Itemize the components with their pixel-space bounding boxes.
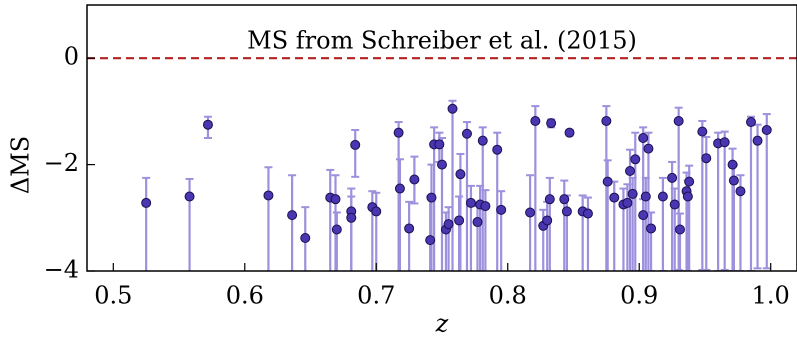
data-point xyxy=(447,103,458,114)
data-point xyxy=(640,191,651,202)
y-tick-label: 0 xyxy=(64,43,79,71)
data-point xyxy=(184,191,195,202)
data-point xyxy=(461,128,472,139)
data-point xyxy=(674,224,685,235)
data-point xyxy=(719,137,730,148)
data-point xyxy=(472,217,483,228)
data-point xyxy=(263,190,274,201)
data-point xyxy=(673,115,684,126)
x-tick-label: 0.8 xyxy=(489,282,527,310)
y-tick-label: −4 xyxy=(44,256,79,284)
data-point xyxy=(728,175,739,186)
axes-frame xyxy=(86,4,797,272)
data-point xyxy=(745,117,756,128)
data-point xyxy=(559,194,570,205)
y-axis-label: ΔMS xyxy=(7,136,35,194)
data-point xyxy=(394,183,405,194)
data-point xyxy=(434,139,445,150)
data-point xyxy=(492,144,503,155)
data-point xyxy=(544,194,555,205)
data-point xyxy=(530,115,541,126)
data-point xyxy=(622,197,633,208)
data-point xyxy=(697,126,708,137)
x-tick-label: 1.0 xyxy=(752,282,790,310)
x-tick-label: 0.9 xyxy=(620,282,658,310)
data-point xyxy=(409,174,420,185)
x-tick-label: 0.7 xyxy=(357,282,395,310)
y-tick-label: −2 xyxy=(44,149,79,177)
data-point xyxy=(331,224,342,235)
data-point xyxy=(684,176,695,187)
data-point xyxy=(669,199,680,210)
data-point xyxy=(525,207,536,218)
data-point xyxy=(202,119,213,130)
data-point xyxy=(701,153,712,164)
data-point xyxy=(404,223,415,234)
data-point xyxy=(727,159,738,170)
data-point xyxy=(542,215,553,226)
data-point xyxy=(426,192,437,203)
data-point xyxy=(546,118,557,129)
data-point xyxy=(465,197,476,208)
data-point xyxy=(646,223,657,234)
x-tick-label: 0.5 xyxy=(94,282,132,310)
data-point xyxy=(761,125,772,136)
data-point xyxy=(393,127,404,138)
data-point xyxy=(630,154,641,165)
data-point xyxy=(480,201,491,212)
data-point xyxy=(561,206,572,217)
data-point xyxy=(300,233,311,244)
data-point xyxy=(564,127,575,138)
data-point xyxy=(287,210,298,221)
data-point xyxy=(477,135,488,146)
data-point xyxy=(667,172,678,183)
data-point xyxy=(346,212,357,223)
reference-label: MS from Schreiber et al. (2015) xyxy=(247,27,637,55)
data-point xyxy=(350,139,361,150)
data-point xyxy=(657,191,668,202)
data-point xyxy=(625,165,636,176)
data-point xyxy=(425,235,436,246)
data-point xyxy=(601,115,612,126)
x-axis-label: z xyxy=(435,310,449,338)
data-point xyxy=(330,194,341,205)
data-point xyxy=(627,188,638,199)
plot-area xyxy=(87,57,797,271)
x-tick-label: 0.6 xyxy=(226,282,264,310)
data-point xyxy=(752,135,763,146)
data-point xyxy=(638,133,649,143)
data-point xyxy=(141,197,152,208)
data-point xyxy=(455,169,466,180)
data-point xyxy=(371,206,382,217)
data-point xyxy=(437,159,447,170)
data-point xyxy=(643,143,654,154)
data-point xyxy=(602,176,613,187)
data-point xyxy=(454,215,465,226)
data-point xyxy=(582,208,593,219)
data-point xyxy=(609,192,620,203)
data-point xyxy=(682,191,693,202)
data-point xyxy=(496,204,507,215)
data-point xyxy=(735,186,746,197)
data-point xyxy=(638,210,649,221)
data-point xyxy=(443,219,454,230)
